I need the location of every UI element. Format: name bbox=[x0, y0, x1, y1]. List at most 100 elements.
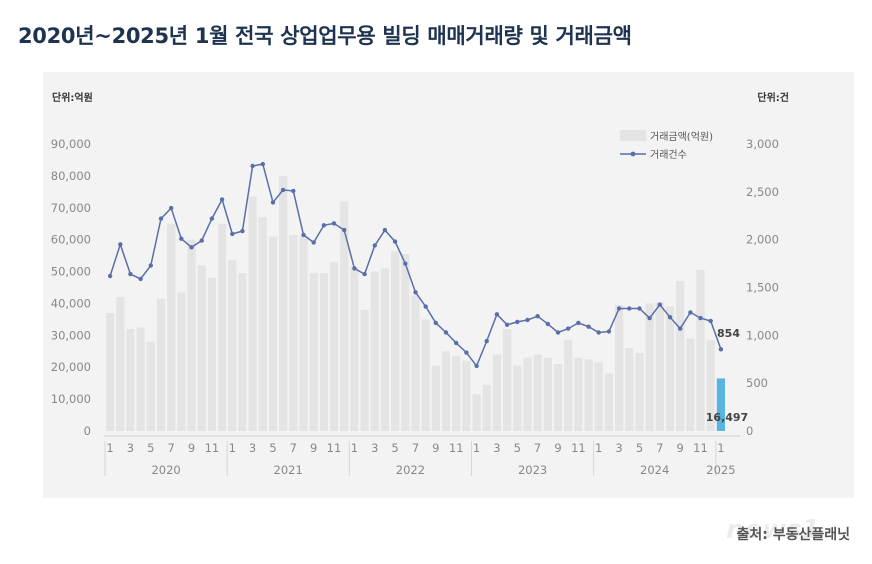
source-label: 출처: 부동산플래닛 bbox=[736, 527, 850, 543]
amount-bar bbox=[136, 327, 145, 431]
amount-bar bbox=[665, 306, 675, 431]
y-right-tick-label: 500 bbox=[746, 376, 768, 390]
count-point bbox=[718, 347, 724, 352]
x-month-tick-label: 7 bbox=[412, 441, 419, 455]
count-point bbox=[576, 320, 581, 326]
amount-bar bbox=[279, 175, 288, 431]
amount-bar bbox=[421, 319, 430, 431]
amount-bar bbox=[655, 301, 664, 431]
amount-bar bbox=[218, 223, 227, 431]
count-point bbox=[423, 304, 428, 309]
x-month-tick-label: 7 bbox=[656, 441, 663, 455]
count-point bbox=[270, 200, 276, 205]
amount-bar bbox=[441, 351, 451, 431]
x-month-tick-label: 3 bbox=[493, 441, 500, 455]
amount-bar bbox=[207, 277, 216, 431]
count-point bbox=[189, 245, 194, 250]
x-month-tick-label: 11 bbox=[327, 441, 342, 455]
amount-bar bbox=[503, 329, 512, 431]
count-point bbox=[535, 314, 540, 319]
x-month-tick-label: 7 bbox=[290, 441, 297, 455]
amount-bar bbox=[482, 384, 491, 431]
count-point bbox=[291, 188, 296, 194]
count-point bbox=[107, 273, 113, 279]
count-point bbox=[515, 319, 520, 325]
count-point bbox=[128, 271, 133, 277]
amount-bar bbox=[625, 348, 634, 431]
y-right-tick-label: 1,000 bbox=[746, 328, 779, 342]
right-unit-label: 단위:건 bbox=[757, 91, 789, 104]
y-right-tick-label: 2,000 bbox=[746, 233, 779, 247]
count-point bbox=[657, 302, 662, 307]
count-point bbox=[372, 243, 377, 248]
x-month-tick-label: 3 bbox=[127, 441, 134, 455]
amount-bar bbox=[431, 365, 440, 431]
x-month-tick-label: 9 bbox=[432, 441, 439, 455]
amount-bars bbox=[106, 175, 725, 432]
amount-bar bbox=[299, 236, 308, 431]
amount-bar bbox=[309, 273, 318, 431]
x-month-tick-label: 11 bbox=[449, 441, 464, 455]
amount-bar bbox=[350, 266, 359, 431]
count-point bbox=[311, 240, 316, 245]
x-month-tick-label: 11 bbox=[693, 441, 708, 455]
count-point bbox=[331, 221, 337, 226]
amount-bar bbox=[146, 341, 155, 431]
amount-bar bbox=[248, 196, 257, 431]
count-point bbox=[474, 363, 479, 369]
y-left-tick-label: 10,000 bbox=[51, 392, 91, 406]
amount-bar bbox=[604, 373, 613, 431]
count-point bbox=[443, 330, 449, 335]
amount-bar bbox=[187, 239, 196, 431]
count-point bbox=[230, 231, 235, 237]
count-point bbox=[586, 324, 591, 329]
x-month-tick-label: 7 bbox=[534, 441, 541, 455]
count-point bbox=[504, 322, 510, 327]
count-point bbox=[301, 232, 306, 238]
amount-bar bbox=[228, 260, 237, 431]
x-month-tick-label: 5 bbox=[147, 441, 154, 455]
x-month-tick-label: 3 bbox=[249, 441, 256, 455]
x-year-label: 2025 bbox=[706, 463, 735, 477]
count-point bbox=[464, 350, 469, 355]
amount-bar bbox=[645, 303, 654, 431]
y-left-tick-label: 30,000 bbox=[51, 328, 91, 342]
x-year-label: 2020 bbox=[151, 463, 180, 477]
count-point bbox=[260, 161, 265, 167]
x-month-tick-label: 3 bbox=[615, 441, 622, 455]
count-point bbox=[678, 326, 683, 331]
amount-bar bbox=[370, 271, 379, 431]
count-point bbox=[148, 263, 153, 268]
count-point bbox=[616, 306, 622, 311]
amount-bar bbox=[197, 265, 206, 431]
count-point bbox=[596, 330, 601, 335]
y-left-tick-label: 90,000 bbox=[51, 137, 91, 151]
count-point bbox=[545, 321, 550, 327]
y-right-tick-label: 1,500 bbox=[746, 281, 779, 295]
x-month-tick-label: 9 bbox=[677, 441, 684, 455]
x-month-tick-label: 1 bbox=[351, 441, 358, 455]
last-count-label: 854 bbox=[717, 327, 740, 340]
x-month-tick-label: 1 bbox=[717, 441, 724, 455]
count-point bbox=[637, 306, 642, 311]
x-month-tick-label: 1 bbox=[229, 441, 236, 455]
count-point bbox=[494, 312, 500, 317]
count-point bbox=[240, 228, 245, 234]
count-point bbox=[606, 329, 612, 334]
y-left-tick-label: 80,000 bbox=[51, 169, 91, 183]
amount-bar bbox=[706, 340, 715, 431]
count-point bbox=[280, 187, 286, 193]
count-point bbox=[138, 276, 143, 282]
left-unit-label: 단위:억원 bbox=[52, 91, 93, 104]
count-point bbox=[362, 271, 367, 277]
amount-bar bbox=[401, 254, 410, 431]
x-month-tick-label: 5 bbox=[514, 441, 521, 455]
count-point bbox=[454, 340, 459, 346]
amount-bar bbox=[635, 352, 644, 431]
x-year-label: 2021 bbox=[274, 463, 303, 477]
count-point bbox=[688, 310, 693, 315]
count-point bbox=[647, 315, 652, 321]
x-month-tick-label: 7 bbox=[168, 441, 175, 455]
amount-bar bbox=[268, 236, 278, 431]
